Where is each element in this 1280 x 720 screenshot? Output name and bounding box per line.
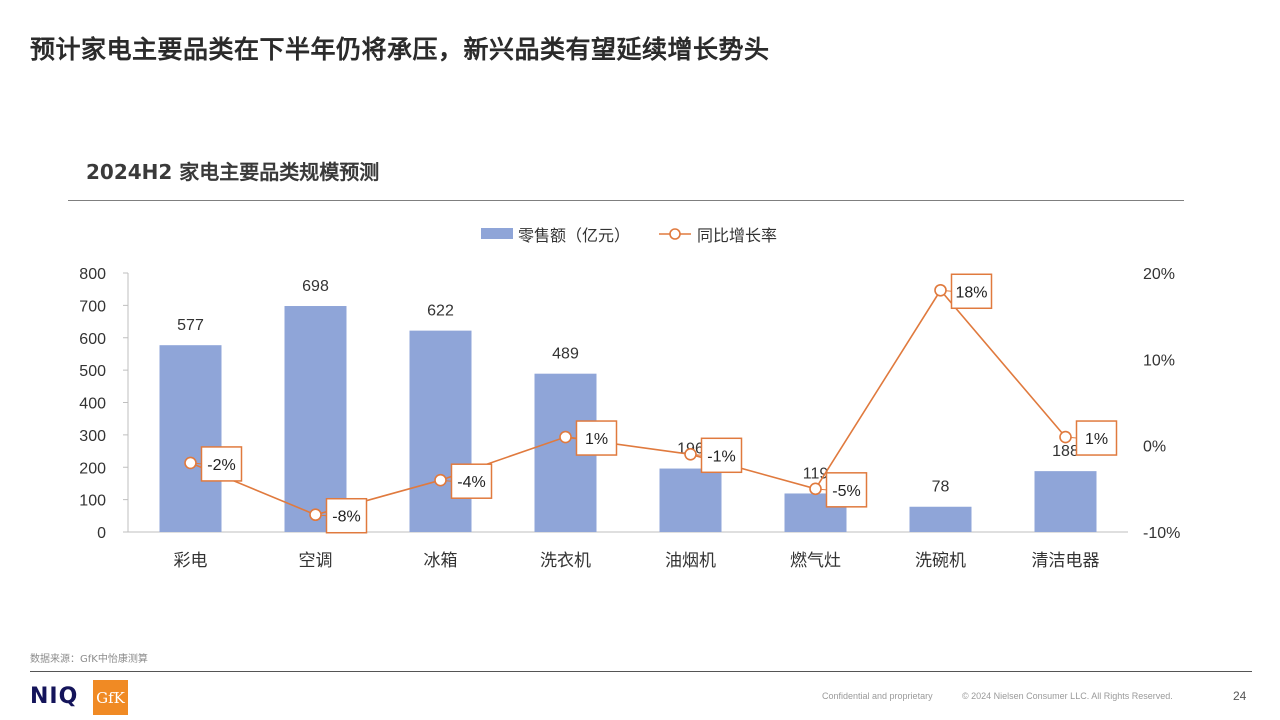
gfk-logo: GfK bbox=[93, 680, 128, 715]
category-label: 彩电 bbox=[174, 551, 208, 570]
growth-point bbox=[309, 508, 322, 522]
left-tick-label: 200 bbox=[79, 460, 106, 477]
right-tick-label: -10% bbox=[1143, 525, 1180, 542]
left-tick-label: 0 bbox=[97, 525, 106, 542]
niq-logo: NIQ bbox=[30, 684, 79, 709]
bar bbox=[909, 506, 972, 532]
title-divider bbox=[68, 200, 1184, 201]
growth-point bbox=[559, 430, 572, 444]
growth-value-label: 1% bbox=[1085, 431, 1108, 448]
bar bbox=[284, 306, 347, 532]
right-tick-label: 20% bbox=[1143, 266, 1175, 283]
growth-point bbox=[809, 482, 822, 496]
growth-point bbox=[184, 456, 197, 470]
growth-label-box bbox=[700, 437, 743, 474]
copyright-note: © 2024 Nielsen Consumer LLC. All Rights … bbox=[962, 691, 1173, 701]
category-label: 冰箱 bbox=[424, 551, 458, 570]
left-tick-label: 800 bbox=[79, 266, 106, 283]
bar-value-label: 622 bbox=[427, 303, 454, 320]
growth-value-label: 18% bbox=[955, 284, 987, 301]
bar bbox=[1034, 471, 1097, 532]
growth-label-box bbox=[825, 472, 868, 508]
growth-point bbox=[934, 283, 947, 297]
data-source-note: 数据来源：GfK中怡康测算 bbox=[30, 654, 148, 665]
category-label: 油烟机 bbox=[665, 551, 716, 570]
footer-divider bbox=[30, 671, 1252, 672]
growth-point bbox=[434, 473, 447, 487]
category-label: 洗衣机 bbox=[540, 551, 591, 570]
legend-line-label: 同比增长率 bbox=[697, 227, 777, 245]
growth-point bbox=[684, 447, 697, 461]
growth-value-label: -8% bbox=[332, 509, 360, 526]
growth-label-box bbox=[1075, 420, 1118, 456]
legend-bar-swatch bbox=[481, 228, 513, 239]
bar-value-label: 78 bbox=[932, 479, 950, 496]
page-number: 24 bbox=[1233, 689, 1247, 703]
growth-value-label: -1% bbox=[707, 448, 735, 465]
bar-value-label: 188 bbox=[1052, 443, 1079, 460]
chart-title: 2024H2 家电主要品类规模预测 bbox=[86, 160, 380, 184]
bar bbox=[659, 468, 722, 532]
right-tick-label: 0% bbox=[1143, 439, 1166, 456]
left-tick-label: 400 bbox=[79, 396, 106, 413]
growth-label-box bbox=[450, 463, 493, 499]
confidential-note: Confidential and proprietary bbox=[822, 691, 933, 701]
category-label: 洗碗机 bbox=[915, 551, 966, 570]
left-tick-label: 100 bbox=[79, 493, 106, 510]
left-tick-label: 500 bbox=[79, 363, 106, 380]
growth-value-label: -4% bbox=[457, 474, 485, 491]
category-label: 空调 bbox=[299, 551, 333, 570]
left-tick-label: 300 bbox=[79, 428, 106, 445]
left-tick-label: 700 bbox=[79, 298, 106, 315]
growth-label-box bbox=[325, 497, 368, 534]
legend-line-marker bbox=[669, 228, 681, 240]
bar-value-label: 698 bbox=[302, 278, 329, 295]
category-label: 清洁电器 bbox=[1032, 551, 1100, 570]
left-tick-label: 600 bbox=[79, 331, 106, 348]
bar-value-label: 577 bbox=[177, 317, 204, 334]
growth-value-label: 1% bbox=[585, 431, 608, 448]
growth-label-box bbox=[200, 446, 243, 482]
bar bbox=[159, 345, 222, 532]
growth-label-box bbox=[575, 420, 618, 456]
legend-bar-label: 零售额（亿元） bbox=[518, 227, 630, 245]
bar-value-label: 489 bbox=[552, 346, 579, 363]
growth-value-label: -5% bbox=[832, 483, 860, 500]
page-title: 预计家电主要品类在下半年仍将承压，新兴品类有望延续增长势头 bbox=[30, 35, 770, 64]
growth-value-label: -2% bbox=[207, 457, 235, 474]
combo-chart: 0 100 200 300 400 500 600 700 800 -10% 0% 10% 20% 577… bbox=[79, 227, 1180, 570]
category-label: 燃气灶 bbox=[790, 551, 841, 570]
right-tick-label: 10% bbox=[1143, 352, 1175, 369]
growth-label-box bbox=[950, 273, 993, 310]
growth-point bbox=[1059, 430, 1072, 444]
bar bbox=[409, 330, 472, 532]
